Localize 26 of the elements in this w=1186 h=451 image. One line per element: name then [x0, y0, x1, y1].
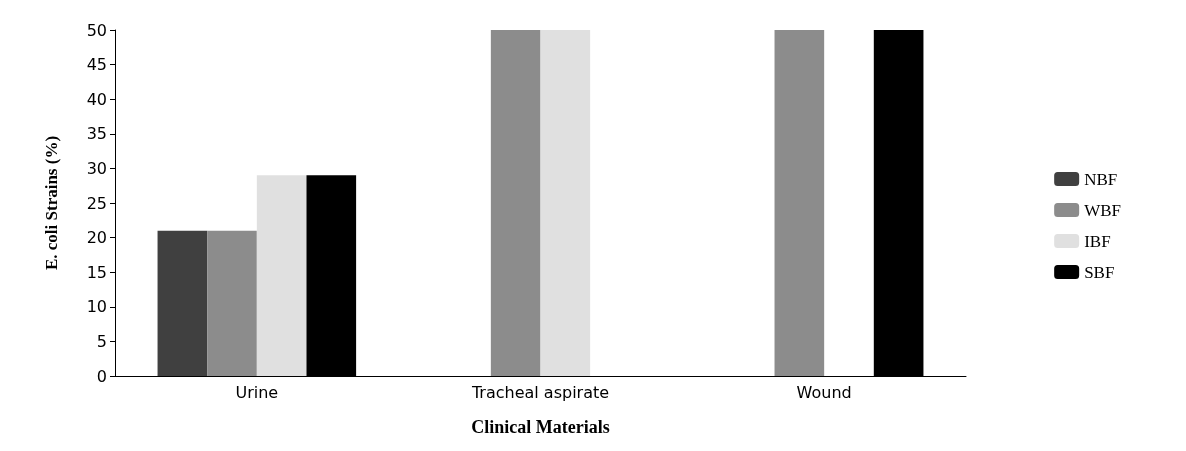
y-axis-title: E. coli Strains (%) [42, 135, 61, 271]
y-tick-label: 35 [86, 124, 107, 144]
y-tick-label: 20 [86, 228, 107, 248]
bar [256, 175, 307, 376]
y-tick-label: 25 [86, 193, 107, 213]
y-tick-label: 0 [96, 366, 107, 386]
legend-label: IBF [1084, 231, 1111, 251]
y-tick-label: 10 [86, 297, 107, 317]
bar [774, 30, 825, 376]
bar [207, 230, 257, 376]
legend-label: WBF [1084, 200, 1121, 220]
y-tick-label: 40 [86, 89, 107, 109]
y-tick-label: 50 [86, 20, 107, 40]
y-tick-label: 45 [86, 55, 107, 75]
legend-label: NBF [1084, 169, 1118, 189]
y-tick-label: 15 [86, 262, 107, 282]
bar [490, 30, 541, 376]
bar [157, 230, 208, 376]
x-tick-label: Tracheal aspirate [470, 382, 610, 402]
y-tick-label: 30 [86, 158, 107, 178]
x-tick-label: Wound [796, 382, 852, 402]
y-tick-label: 5 [96, 331, 107, 351]
x-tick-label: Urine [235, 382, 279, 402]
x-axis-title: Clinical Materials [471, 417, 610, 437]
bar [540, 30, 591, 376]
legend-label: SBF [1084, 262, 1115, 282]
